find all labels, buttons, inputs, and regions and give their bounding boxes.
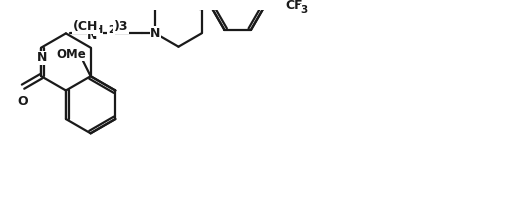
Text: (CH: (CH [73, 20, 98, 33]
Text: 3: 3 [301, 5, 308, 15]
Text: 2: 2 [108, 24, 115, 35]
Text: N: N [37, 52, 47, 64]
Text: H: H [94, 25, 103, 35]
Text: )3: )3 [113, 20, 128, 33]
Text: CF: CF [286, 0, 303, 12]
Text: O: O [18, 95, 28, 108]
Text: N: N [150, 27, 161, 40]
Text: OMe: OMe [56, 48, 86, 61]
Text: N: N [87, 29, 98, 42]
